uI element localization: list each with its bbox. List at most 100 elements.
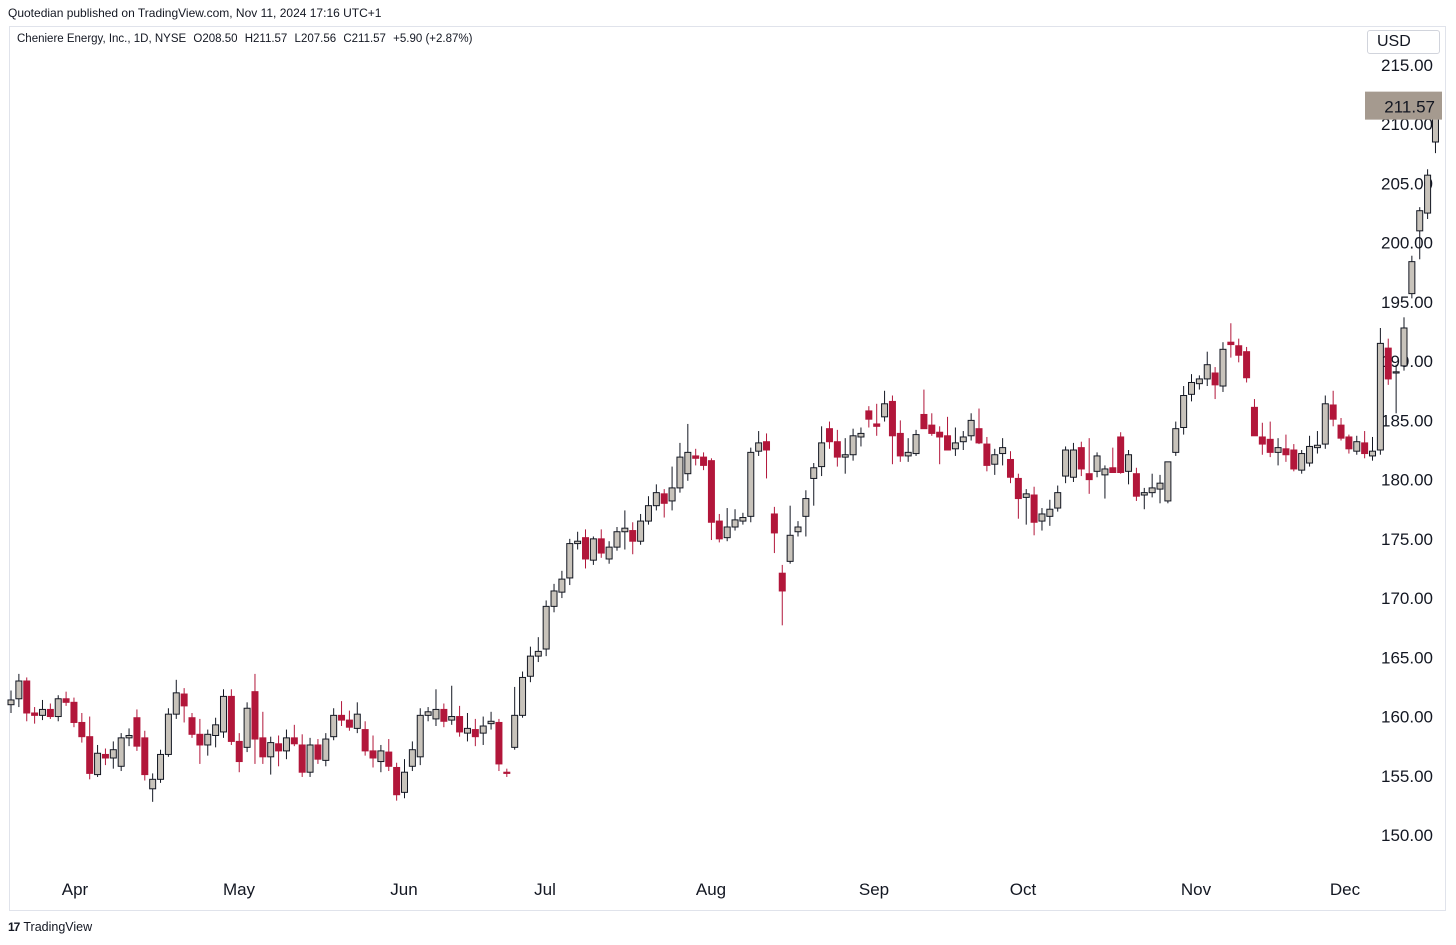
candle-body [503,771,511,774]
candle-body [755,442,763,452]
candle-body [944,435,952,451]
candle-body [794,526,802,533]
candle-body [1250,406,1258,437]
legend-close: C211.57 [343,33,386,45]
candle-body [1156,482,1164,490]
currency-button[interactable]: USD [1367,30,1440,54]
legend-high: H211.57 [244,33,288,45]
candle-body [904,451,912,457]
candle-body [219,695,227,733]
candle-body [637,520,645,542]
legend-open: O208.50 [193,33,238,45]
candle-body [519,676,527,716]
candle-body [322,738,330,761]
candle-body [511,714,519,748]
candle-body [1180,395,1188,428]
x-tick-label: May [223,880,256,899]
candle-body [1101,468,1109,476]
candle-body [1109,467,1117,474]
candle-body [1195,378,1203,385]
legend-symbol[interactable]: Cheniere Energy, Inc., 1D, NYSE [17,33,187,45]
candle-body [275,743,283,752]
candle-body [448,716,456,721]
candle-body [282,737,290,752]
y-tick-label: 210.00 [1381,115,1433,134]
candle-body [1117,436,1125,474]
candle-body [558,578,566,593]
y-tick-label: 185.00 [1381,411,1433,430]
candle-body [385,751,393,767]
candle-body [1282,448,1290,456]
candle-body [574,540,582,545]
candle-body [456,716,464,733]
candle-body [1266,438,1274,453]
x-tick-label: Jun [390,880,417,899]
x-tick-label: Aug [696,880,726,899]
candle-body [164,713,172,755]
candle-body [424,711,432,716]
candle-body [1416,210,1424,232]
candle-body [338,714,346,721]
candle-body [94,752,102,776]
candle-body [196,733,204,746]
candle-body [101,753,109,759]
candle-body [1069,449,1077,478]
candle-body [786,534,794,562]
candle-body [542,605,550,650]
candle-body [180,693,188,707]
candle-body [652,492,660,507]
y-tick-label: 170.00 [1381,589,1433,608]
candle-body [361,729,369,752]
y-tick-label: 150.00 [1381,826,1433,845]
candle-body [967,419,975,437]
candle-body [692,455,700,459]
candle-body [1353,441,1361,452]
candle-body [369,750,377,759]
chart-pane[interactable] [9,26,1446,911]
y-tick-label: 155.00 [1381,767,1433,786]
candle-body [259,737,267,758]
candle-body [660,493,668,504]
candle-body [802,498,810,517]
candle-body [306,744,314,773]
candle-body [582,537,590,560]
candle-body [707,460,715,523]
candle-body [999,447,1007,455]
candle-body [589,538,597,561]
y-tick-label: 205.00 [1381,174,1433,193]
candle-body [31,712,39,716]
candle-body [770,513,778,534]
candle-body [644,505,652,522]
candle-body [172,692,180,715]
candle-body [605,546,613,560]
candle-body [38,708,46,716]
legend-change: +5.90 (+2.87%) [393,33,473,45]
candle-body [125,734,133,739]
candle-body [810,467,818,479]
x-tick-label: Jul [534,880,556,899]
x-tick-label: Apr [62,880,89,899]
candle-body [629,530,637,542]
candle-body [243,707,251,748]
candle-body [763,441,771,451]
candle-body [715,520,723,540]
candle-body [251,691,259,740]
candle-body [534,650,542,657]
candle-body [46,708,54,718]
candle-body [408,749,416,767]
x-tick-label: Sep [859,880,889,899]
y-tick-label: 180.00 [1381,471,1433,490]
candle-body [54,698,62,718]
candle-body [235,740,243,763]
candle-body [1046,508,1054,517]
candle-body [298,744,306,773]
candle-body [818,442,826,468]
x-tick-label: Nov [1181,880,1212,899]
candle-body [1274,447,1282,453]
y-tick-label: 195.00 [1381,293,1433,312]
candle-body [613,531,621,548]
candle-body [1321,403,1329,445]
candle-body [888,400,896,437]
footer-brand[interactable]: 17 TradingView [8,920,92,934]
